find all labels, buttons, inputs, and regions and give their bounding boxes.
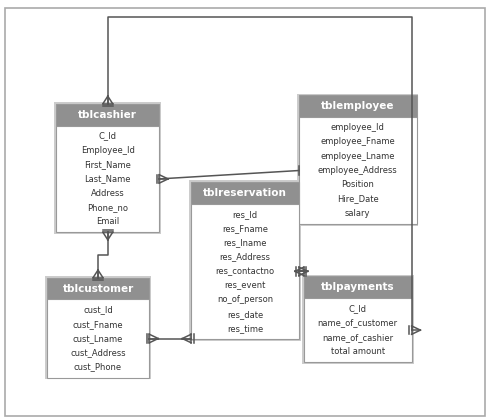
Text: Address: Address <box>91 189 124 198</box>
Text: name_of_cashier: name_of_cashier <box>322 333 393 342</box>
Text: cust_Fname: cust_Fname <box>73 320 123 329</box>
Text: tblemployee: tblemployee <box>321 101 394 111</box>
Text: cust_Address: cust_Address <box>70 348 126 357</box>
Text: res_lname: res_lname <box>223 238 267 247</box>
FancyBboxPatch shape <box>299 95 416 117</box>
FancyBboxPatch shape <box>47 278 149 299</box>
Text: employee_Id: employee_Id <box>331 123 385 132</box>
FancyBboxPatch shape <box>54 102 161 234</box>
Text: tblcustomer: tblcustomer <box>62 284 134 294</box>
FancyBboxPatch shape <box>297 94 418 226</box>
Text: tblreservation: tblreservation <box>203 188 287 198</box>
FancyBboxPatch shape <box>56 126 159 232</box>
FancyBboxPatch shape <box>189 180 301 341</box>
Text: no_of_person: no_of_person <box>217 295 273 304</box>
Text: res_Fname: res_Fname <box>222 224 268 233</box>
Text: cust_Phone: cust_Phone <box>74 362 122 372</box>
Text: cust_Id: cust_Id <box>83 305 113 315</box>
FancyBboxPatch shape <box>191 204 299 339</box>
Text: employee_Lname: employee_Lname <box>320 152 395 161</box>
Text: res_Id: res_Id <box>232 210 258 219</box>
FancyBboxPatch shape <box>56 104 159 126</box>
Text: Last_Name: Last_Name <box>85 174 131 184</box>
FancyBboxPatch shape <box>304 276 412 298</box>
Text: Hire_Date: Hire_Date <box>337 194 379 204</box>
Text: C_Id: C_Id <box>349 304 367 313</box>
FancyBboxPatch shape <box>191 182 299 204</box>
Text: Position: Position <box>341 180 374 189</box>
FancyBboxPatch shape <box>299 117 416 224</box>
Text: res_Address: res_Address <box>220 252 270 262</box>
FancyBboxPatch shape <box>304 298 412 362</box>
Text: Email: Email <box>96 217 120 226</box>
Text: cust_Lname: cust_Lname <box>73 334 123 343</box>
Text: Phone_no: Phone_no <box>87 203 128 212</box>
Text: Employee_Id: Employee_Id <box>81 146 135 155</box>
Text: name_of_customer: name_of_customer <box>318 318 398 328</box>
Text: employee_Fname: employee_Fname <box>320 137 395 147</box>
Text: employee_Address: employee_Address <box>318 166 397 175</box>
Text: res_contactno: res_contactno <box>216 267 274 276</box>
Text: tblpayments: tblpayments <box>321 282 394 292</box>
FancyBboxPatch shape <box>47 299 149 378</box>
Text: salary: salary <box>345 209 370 218</box>
Text: C_Id: C_Id <box>99 131 117 141</box>
Text: res_event: res_event <box>224 281 266 290</box>
Text: tblcashier: tblcashier <box>78 110 137 120</box>
Text: First_Name: First_Name <box>84 160 131 169</box>
FancyBboxPatch shape <box>302 275 414 364</box>
Text: res_date: res_date <box>227 310 263 319</box>
Text: res_time: res_time <box>227 324 263 333</box>
Text: total amount: total amount <box>331 347 385 356</box>
FancyBboxPatch shape <box>45 276 151 379</box>
